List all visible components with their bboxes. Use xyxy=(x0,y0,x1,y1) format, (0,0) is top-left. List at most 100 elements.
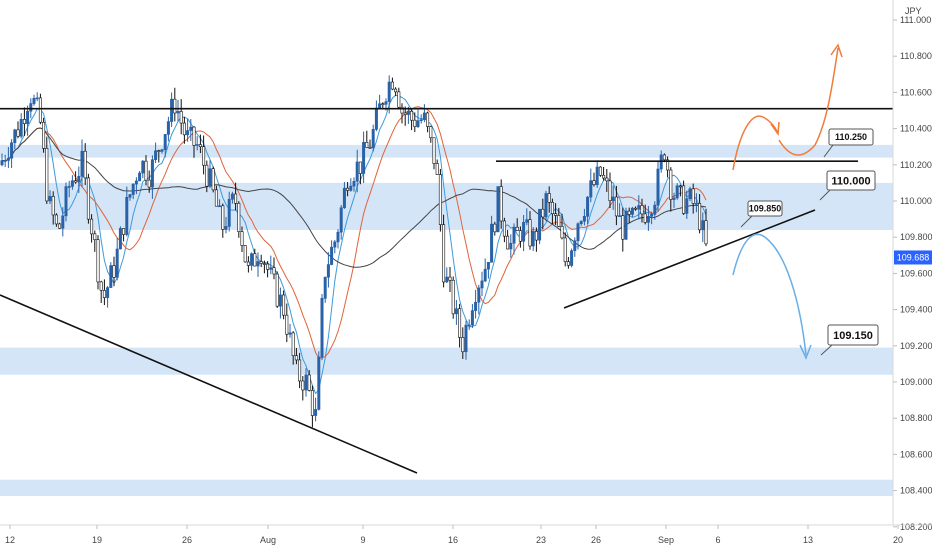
candle-body xyxy=(420,120,422,121)
candle-body xyxy=(202,147,204,166)
candle-body xyxy=(14,130,16,143)
candle-body xyxy=(366,142,368,147)
candle-body xyxy=(135,181,137,184)
candle-body xyxy=(65,187,67,216)
candle-body xyxy=(542,209,544,217)
candle-body xyxy=(609,181,611,201)
candle-body xyxy=(7,158,9,160)
candle-body xyxy=(538,209,540,240)
candle-body xyxy=(567,262,569,266)
candle-body xyxy=(526,220,528,223)
candle-body xyxy=(398,92,400,107)
candle-body xyxy=(116,249,118,277)
time-axis[interactable]: 12 19 26 Aug 9 16 23 26 Sep 6 13 20 xyxy=(0,525,932,545)
time-tick-label: 9 xyxy=(360,535,365,545)
candle-body xyxy=(593,181,595,185)
candle-body xyxy=(359,162,361,174)
candle-body xyxy=(26,111,28,123)
candle-body xyxy=(657,169,659,205)
candle-body xyxy=(404,113,406,115)
candle-body xyxy=(692,189,694,204)
candle-body xyxy=(46,148,48,201)
candle-body xyxy=(702,221,704,230)
candle-body xyxy=(634,208,636,209)
candle-body xyxy=(474,302,476,310)
candle-body xyxy=(430,127,432,138)
candle-body xyxy=(164,134,166,149)
candle-body xyxy=(190,127,192,130)
candle-body xyxy=(558,215,560,226)
candle-body xyxy=(36,98,38,99)
candle-body xyxy=(87,178,89,219)
candle-body xyxy=(340,208,342,232)
candle-body xyxy=(487,262,489,269)
zone-band-3 xyxy=(0,221,893,230)
candle-body xyxy=(241,232,243,246)
candle-body xyxy=(58,224,60,228)
candle-body xyxy=(94,234,96,240)
candle-body xyxy=(564,238,566,262)
candle-body xyxy=(577,224,579,241)
candle-body xyxy=(350,186,352,190)
candle-body xyxy=(84,151,86,178)
candle-body xyxy=(145,161,147,180)
candle-body xyxy=(346,188,348,190)
candle-body xyxy=(631,208,633,214)
candle-body xyxy=(663,155,665,160)
candle-body xyxy=(458,309,460,338)
candle-body xyxy=(410,111,412,120)
candle-body xyxy=(286,315,288,334)
candle-body xyxy=(686,199,688,214)
candle-body xyxy=(580,221,582,224)
price-tick-label: 108.800 xyxy=(900,413,932,423)
candle-body xyxy=(618,216,620,217)
callout-label-110-000: 110.000 xyxy=(831,175,870,187)
candle-body xyxy=(647,216,649,222)
candle-body xyxy=(10,143,12,158)
candle-body xyxy=(337,232,339,242)
callout-label-109-150: 109.150 xyxy=(833,330,873,342)
candle-body xyxy=(206,165,208,186)
candle-body xyxy=(369,147,371,148)
candle-body xyxy=(23,119,25,123)
candle-body xyxy=(676,186,678,198)
candle-body xyxy=(158,151,160,152)
candle-body xyxy=(334,242,336,247)
bearish-projection-path xyxy=(733,234,811,358)
candle-body xyxy=(193,127,195,145)
candle-body xyxy=(407,111,409,114)
candle-body xyxy=(103,290,105,297)
candle-body xyxy=(510,243,512,249)
candle-body xyxy=(522,222,524,241)
candle-body xyxy=(612,197,614,201)
candle-body xyxy=(391,82,393,89)
price-tick-label: 110.600 xyxy=(900,87,932,97)
candle-body xyxy=(90,219,92,234)
candle-body xyxy=(606,178,608,181)
candle-body xyxy=(670,170,672,200)
candle-body xyxy=(673,198,675,200)
candle-body xyxy=(602,175,604,178)
candle-body xyxy=(218,206,220,207)
candle-body xyxy=(260,262,262,264)
candle-body xyxy=(446,277,448,282)
candle-body xyxy=(545,193,547,217)
candle-body xyxy=(388,82,390,102)
time-tick-label: 13 xyxy=(803,535,813,545)
candle-body xyxy=(100,282,102,290)
candle-body xyxy=(289,333,291,334)
candle-body xyxy=(302,381,304,390)
candle-body xyxy=(622,216,624,240)
callout-label-109-850: 109.850 xyxy=(749,204,782,214)
candle-body xyxy=(586,197,588,216)
candle-body xyxy=(33,98,35,103)
candle-body xyxy=(695,203,697,204)
candle-body xyxy=(548,193,550,202)
candle-body xyxy=(257,262,259,266)
candle-body xyxy=(385,102,387,105)
candle-body xyxy=(330,247,332,264)
candle-body xyxy=(74,181,76,182)
